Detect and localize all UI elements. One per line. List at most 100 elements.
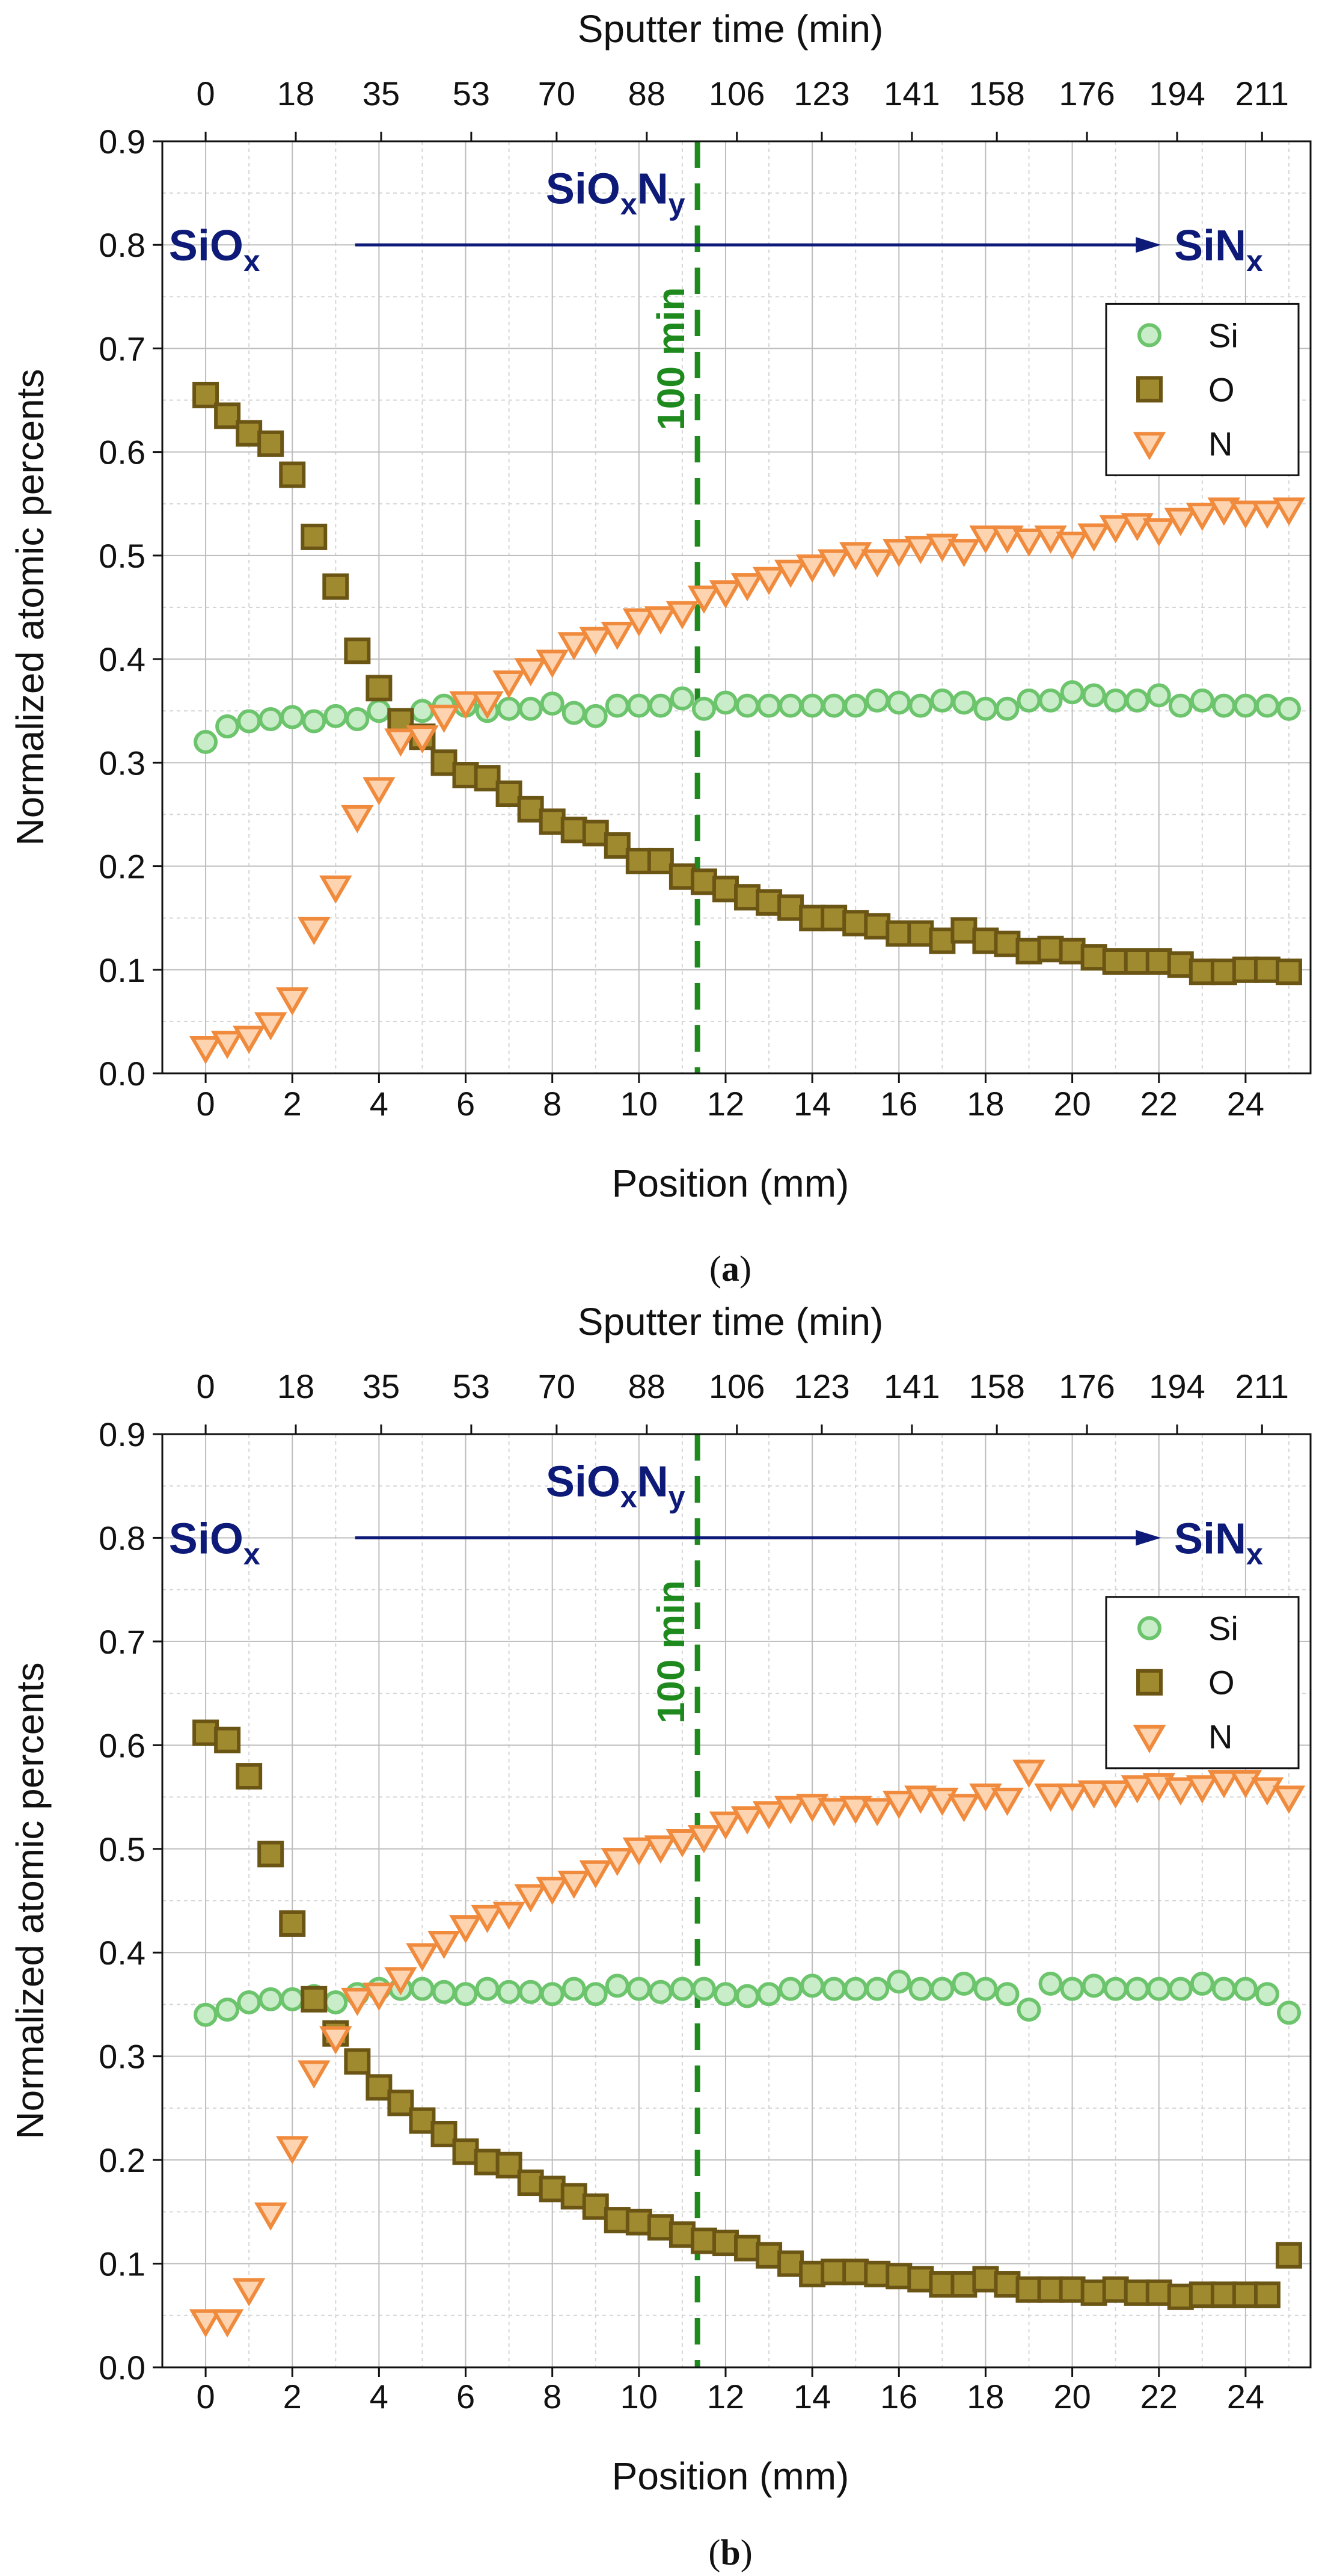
panel-b-n-point <box>363 1983 396 2011</box>
panel-a-o-point <box>1080 944 1107 971</box>
panel-a-o-point <box>842 910 869 937</box>
panel-b-y-tick-label: 0.2 <box>99 2141 145 2179</box>
panel-a-n-point <box>709 580 742 609</box>
panel-b-o-point <box>972 2266 999 2293</box>
panel-a-o-point <box>517 796 544 823</box>
panel-a-o-point <box>756 889 783 916</box>
panel-a-x-tick-label: 22 <box>1140 1085 1178 1123</box>
panel-b-top-tick-label: 106 <box>709 1367 765 1405</box>
panel-a-o-point <box>821 904 848 931</box>
panel-b-o-point <box>777 2250 804 2277</box>
panel-b-o-point <box>994 2271 1021 2298</box>
panel-b-n-point <box>1207 1770 1241 1799</box>
panel-a-si-point <box>1190 688 1214 713</box>
panel-a-si-point <box>1060 680 1085 705</box>
panel-b-o-point <box>430 2121 457 2147</box>
panel-b-series-o <box>192 1719 1302 2310</box>
panel-b-n-point <box>341 1987 374 2016</box>
panel-a-series-si <box>194 680 1301 754</box>
panel-b-y-tick-label: 0.6 <box>99 1726 145 1764</box>
panel-a-n-point <box>926 533 959 562</box>
panel-a-si-point <box>1038 688 1063 713</box>
panel-b-si-point <box>497 1980 521 2004</box>
panel-a-n-point <box>276 987 309 1016</box>
panel-a-x-tick-label: 8 <box>543 1085 561 1123</box>
panel-b-si-point <box>865 1976 890 2001</box>
panel-b-n-point <box>298 2060 331 2089</box>
panel-a-o-point <box>539 808 566 835</box>
panel-a-o-point <box>236 420 263 447</box>
panel-a-o-point <box>322 573 349 600</box>
panel-b-x-tick-label: 10 <box>620 2378 658 2415</box>
panel-a-n-point <box>795 554 829 583</box>
panel-b-o-point <box>344 2048 371 2075</box>
panel-b-o-point <box>1232 2281 1259 2308</box>
panel-a-si-point <box>194 729 218 754</box>
panel-b-region-siox-main: SiO <box>169 1515 243 1563</box>
panel-b-si-point <box>323 1990 348 2014</box>
panel-b-x-tick-label: 8 <box>543 2378 561 2415</box>
panel-b-si-point <box>1125 1976 1149 2001</box>
panel-b-x-tick-label: 2 <box>283 2378 302 2415</box>
panel-b-si-point <box>887 1969 911 1994</box>
panel-a-n-point <box>601 622 634 651</box>
panel-a-si-point <box>1233 693 1258 718</box>
panel-a-n-point <box>1207 497 1241 526</box>
panel-b-n-point <box>730 1806 764 1835</box>
panel-b-o-point <box>712 2230 739 2257</box>
panel-a-x-tick-label: 10 <box>620 1085 658 1123</box>
panel-b-region-label-sinx: SiNx <box>1174 1515 1263 1571</box>
panel-b-si-point <box>800 1973 825 1998</box>
panel-a-o-point <box>625 847 652 874</box>
panel-a-si-point <box>1017 688 1041 713</box>
panel-a-region-sioxny-sub1: x <box>620 188 637 221</box>
panel-a-si-point <box>648 693 673 718</box>
panel-a-n-point <box>579 627 612 655</box>
panel-b-region-sioxny-sub1: x <box>620 1480 637 1514</box>
panel-b-caption: (b) <box>708 2533 752 2572</box>
panel-b-n-point <box>991 1788 1024 1816</box>
panel-a-o-point <box>907 920 934 947</box>
panel-b-si-point <box>1038 1971 1063 1996</box>
panel-b-region-label-sioxny: SiOxNy <box>546 1458 685 1514</box>
panel-a-o-point <box>777 894 804 921</box>
panel-b-n-point <box>536 1877 569 1906</box>
panel-b-si-point <box>952 1971 976 1996</box>
panel-a-o-point <box>1037 936 1064 963</box>
panel-b-o-point <box>690 2227 717 2254</box>
panel-a-o-point <box>430 749 457 776</box>
panel-b-region-label-siox: SiOx <box>169 1515 260 1571</box>
panel-b-n-point <box>709 1811 742 1840</box>
panel-b-si-point <box>605 1973 629 1998</box>
panel-a-si-point <box>843 693 868 718</box>
panel-a-n-point <box>752 566 786 595</box>
panel-a-o-point <box>669 863 696 890</box>
panel-b-n-point <box>817 1798 851 1827</box>
panel-b-top-tick-label: 53 <box>453 1367 490 1405</box>
panel-a-n-point <box>730 573 764 602</box>
panel-a-x-tick-label: 4 <box>370 1085 388 1123</box>
panel-a-legend-box <box>1105 302 1300 476</box>
panel-b-o-point <box>301 1986 328 2013</box>
panel-b-n-point <box>1121 1775 1154 1804</box>
panel-a-n-point <box>492 670 525 699</box>
panel-a-top-tick-label: 18 <box>277 75 314 112</box>
panel-b-si-point <box>410 1976 435 2001</box>
panel-a-y-tick-label: 0.6 <box>99 434 145 471</box>
panel-a-top-tick-label: 123 <box>794 75 849 112</box>
panel-b-o-point <box>495 2151 522 2179</box>
panel-b-o-point <box>647 2214 674 2241</box>
panel-a-o-point <box>950 917 978 944</box>
panel-a-n-point <box>1250 500 1284 529</box>
panel-a-o-point <box>1059 937 1086 964</box>
panel-b-minor-grid <box>162 1434 1311 2367</box>
panel-a-si-point <box>930 688 955 713</box>
panel-a-x-tick-label: 6 <box>456 1085 475 1123</box>
panel-a-o-point <box>279 461 306 488</box>
panel-a-n-point <box>904 536 937 565</box>
panel-b-n-point <box>904 1785 937 1814</box>
panel-a-caption: (a) <box>709 1249 751 1289</box>
panel-b-caption-letter: b <box>720 2533 740 2572</box>
panel-b-top-tick-label: 141 <box>884 1367 940 1405</box>
